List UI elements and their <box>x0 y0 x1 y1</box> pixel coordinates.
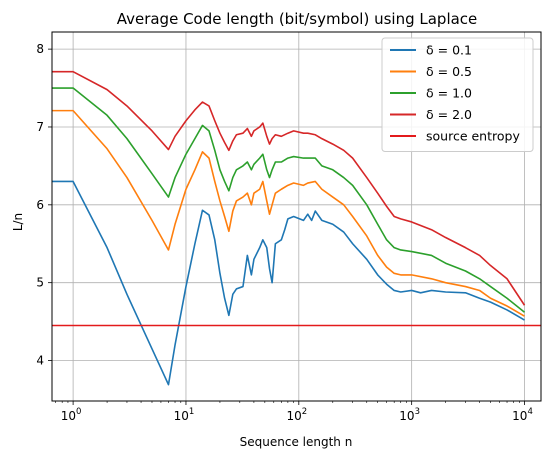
axes-frame <box>51 31 542 402</box>
x-axis-label: Sequence length n <box>240 435 353 449</box>
x-tick-label: 102 <box>286 407 307 423</box>
legend-label: source entropy <box>426 129 520 144</box>
y-tick-label: 5 <box>36 276 44 290</box>
series-line-2 <box>52 87 526 313</box>
legend-box <box>381 37 534 152</box>
legend-label: δ = 2.0 <box>426 107 472 122</box>
plot-area <box>52 70 541 386</box>
x-axis: 100 101 102 103 104 <box>55 401 533 423</box>
y-tick-label: 7 <box>36 120 44 134</box>
y-tick-label: 6 <box>36 198 44 212</box>
y-tick-label: 4 <box>36 354 44 368</box>
y-tick-label: 8 <box>36 42 44 56</box>
legend: δ = 0.1 δ = 0.5 δ = 1.0 δ = 2.0 source entro… <box>381 37 534 152</box>
y-axis-label: L/n <box>11 213 25 231</box>
x-tick-label: 103 <box>399 407 420 423</box>
x-tick-label: 104 <box>512 407 533 423</box>
chart-title: Average Code length (bit/symbol) using L… <box>117 10 478 28</box>
series-line-1 <box>52 109 525 317</box>
x-tick-label: 100 <box>61 407 82 423</box>
series-line-3 <box>52 70 526 306</box>
y-axis: 4 5 6 7 8 <box>36 42 52 368</box>
x-tick-label: 101 <box>174 407 195 423</box>
series-line-0 <box>52 180 525 386</box>
legend-label: δ = 1.0 <box>426 86 472 101</box>
legend-label: δ = 0.1 <box>426 43 472 58</box>
legend-label: δ = 0.5 <box>426 64 472 79</box>
